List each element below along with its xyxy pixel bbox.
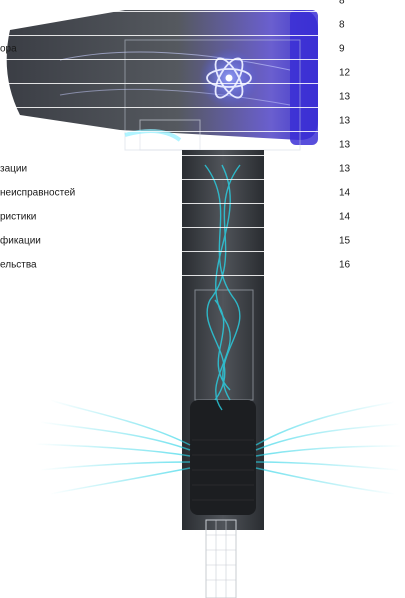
toc-row[interactable]: зации 13: [0, 158, 365, 180]
toc-row[interactable]: 13: [0, 110, 365, 132]
toc-row[interactable]: ельства 16: [0, 254, 365, 276]
toc-row[interactable]: ристики 14: [0, 206, 365, 228]
toc-row[interactable]: 13: [0, 134, 365, 156]
toc-page-number: 14: [339, 211, 351, 222]
toc-entry-title: ристики: [0, 211, 37, 222]
toc-row[interactable]: 12: [0, 62, 365, 84]
toc-page-number: 13: [339, 115, 351, 126]
toc-page-number: 14: [339, 187, 351, 198]
toc-page-number: 15: [339, 235, 351, 246]
toc-page-number: 8: [339, 0, 345, 6]
toc-page-number: 12: [339, 67, 351, 78]
toc-row[interactable]: 8: [0, 0, 365, 12]
toc-row[interactable]: 8: [0, 14, 365, 36]
toc-entry-title: неисправностей: [0, 187, 76, 198]
toc-entry-title: фикации: [0, 235, 41, 246]
toc-row[interactable]: неисправностей 14: [0, 182, 365, 204]
toc-row[interactable]: ора 9: [0, 38, 365, 60]
toc-row[interactable]: фикации 15: [0, 230, 365, 252]
atom-icon: [199, 48, 259, 108]
toc-page-number: 9: [339, 43, 345, 54]
toc-row[interactable]: 13: [0, 86, 365, 108]
toc-page-number: 8: [339, 19, 345, 30]
toc-entry-title: ора: [0, 43, 17, 54]
toc-entry-title: ельства: [0, 259, 37, 270]
toc-entry-title: зации: [0, 163, 28, 174]
toc-page-number: 13: [339, 139, 351, 150]
toc-page-number: 16: [339, 259, 351, 270]
toc-page-number: 13: [339, 163, 351, 174]
toc-page-number: 13: [339, 91, 351, 102]
